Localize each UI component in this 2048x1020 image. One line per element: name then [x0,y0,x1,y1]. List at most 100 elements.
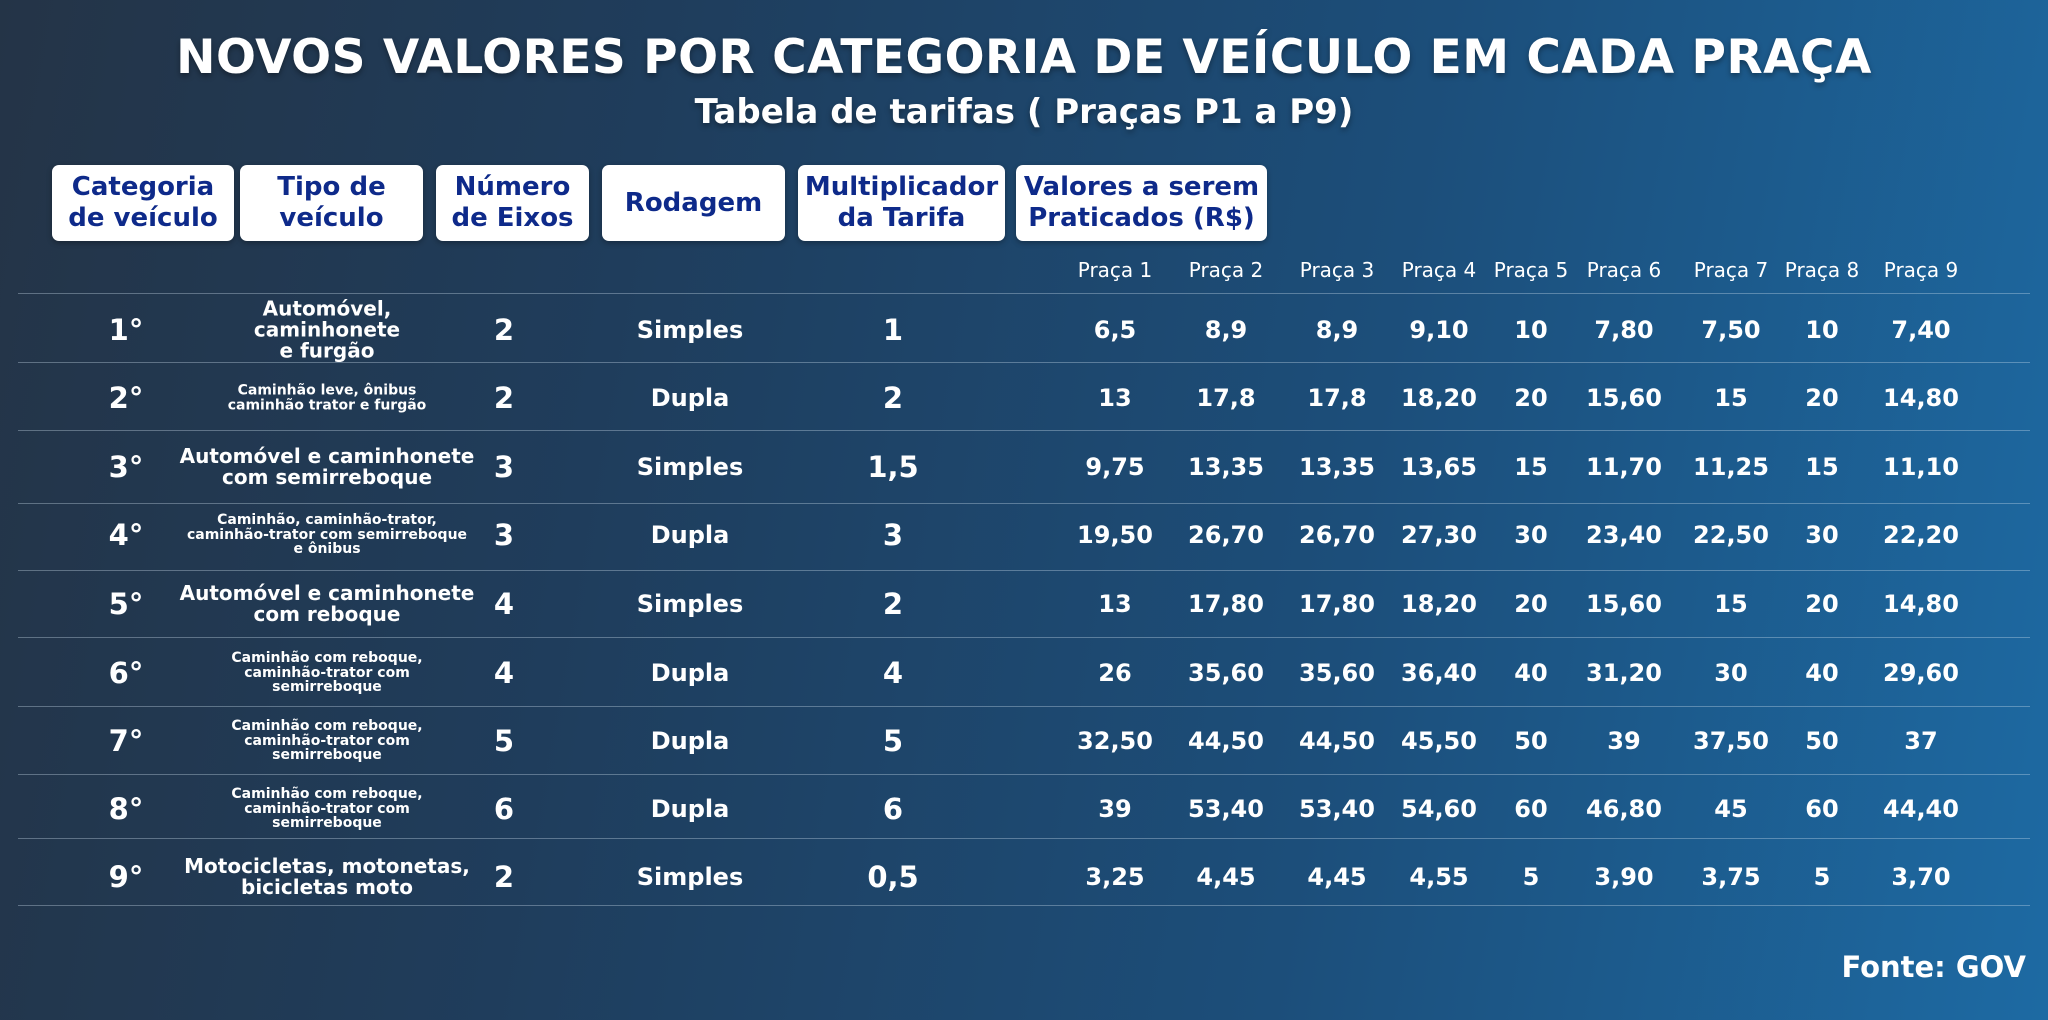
toll-value-cell: 60 [1805,795,1839,823]
toll-value-cell: 4,45 [1196,863,1256,891]
toll-value-cell: 20 [1514,590,1548,618]
multiplier-cell: 2 [882,381,904,415]
vehicle-type-cell: Caminhão leve, ônibus caminhão trator e … [227,382,427,413]
toll-value-cell: 17,80 [1188,590,1264,618]
header-eixos: Número de Eixos [436,165,589,241]
toll-value-cell: 35,60 [1299,659,1375,687]
toll-value-cell: 10 [1514,316,1548,344]
axles-cell: 3 [493,450,515,484]
category-cell: 9° [108,860,144,894]
axles-cell: 3 [493,518,515,552]
praca-header-6: Praça 6 [1586,258,1662,282]
wheelset-cell: Simples [636,453,744,481]
toll-value-cell: 53,40 [1188,795,1264,823]
row-divider [18,293,2030,294]
wheelset-cell: Dupla [650,384,730,412]
toll-value-cell: 8,9 [1204,316,1248,344]
multiplier-cell: 1,5 [867,450,919,484]
vehicle-type-cell: Automóvel e caminhonete com reboque [179,581,475,626]
toll-value-cell: 13 [1098,384,1132,412]
axles-cell: 2 [493,381,515,415]
toll-value-cell: 3,70 [1891,863,1951,891]
header-multiplicador: Multiplicador da Tarifa [798,165,1005,241]
toll-value-cell: 7,40 [1891,316,1951,344]
toll-value-cell: 14,80 [1883,590,1959,618]
toll-value-cell: 17,8 [1307,384,1367,412]
toll-value-cell: 7,50 [1701,316,1761,344]
wheelset-cell: Simples [636,590,744,618]
toll-value-cell: 13,35 [1188,453,1264,481]
category-cell: 1° [108,313,144,347]
toll-value-cell: 15,60 [1586,590,1662,618]
toll-value-cell: 5 [1813,863,1831,891]
toll-value-cell: 11,10 [1883,453,1959,481]
vehicle-type-cell: Caminhão com reboque, caminhão-trator co… [231,717,423,764]
row-divider [18,838,2030,839]
page-title: NOVOS VALORES POR CATEGORIA DE VEÍCULO E… [176,30,1872,85]
row-divider [18,905,2030,906]
toll-value-cell: 4,45 [1307,863,1367,891]
toll-value-cell: 13,35 [1299,453,1375,481]
category-cell: 2° [108,381,144,415]
toll-value-cell: 30 [1805,521,1839,549]
toll-value-cell: 60 [1514,795,1548,823]
toll-value-cell: 53,40 [1299,795,1375,823]
toll-value-cell: 40 [1514,659,1548,687]
toll-value-cell: 3,25 [1085,863,1145,891]
toll-value-cell: 3,75 [1701,863,1761,891]
toll-value-cell: 50 [1805,727,1839,755]
row-divider [18,637,2030,638]
wheelset-cell: Dupla [650,521,730,549]
toll-value-cell: 30 [1514,521,1548,549]
toll-value-cell: 50 [1514,727,1548,755]
toll-value-cell: 40 [1805,659,1839,687]
toll-value-cell: 5 [1522,863,1540,891]
wheelset-cell: Simples [636,863,744,891]
row-divider [18,362,2030,363]
toll-value-cell: 44,50 [1299,727,1375,755]
toll-value-cell: 39 [1607,727,1641,755]
toll-value-cell: 37 [1904,727,1938,755]
category-cell: 3° [108,450,144,484]
vehicle-type-cell: Automóvel e caminhonete com semirreboque [179,444,475,489]
vehicle-type-cell: Caminhão com reboque, caminhão-trator co… [231,649,423,696]
category-cell: 6° [108,656,144,690]
multiplier-cell: 6 [882,792,904,826]
multiplier-cell: 5 [882,724,904,758]
toll-value-cell: 27,30 [1401,521,1477,549]
toll-value-cell: 15 [1714,384,1748,412]
multiplier-cell: 2 [882,587,904,621]
toll-value-cell: 3,90 [1594,863,1654,891]
toll-value-cell: 20 [1514,384,1548,412]
toll-value-cell: 18,20 [1401,590,1477,618]
toll-value-cell: 23,40 [1586,521,1662,549]
praca-header-8: Praça 8 [1784,258,1860,282]
toll-value-cell: 29,60 [1883,659,1959,687]
row-divider [18,503,2030,504]
toll-value-cell: 35,60 [1188,659,1264,687]
toll-value-cell: 44,40 [1883,795,1959,823]
toll-value-cell: 44,50 [1188,727,1264,755]
toll-value-cell: 7,80 [1594,316,1654,344]
multiplier-cell: 3 [882,518,904,552]
page-subtitle: Tabela de tarifas ( Praças P1 a P9) [694,92,1354,132]
category-cell: 4° [108,518,144,552]
row-divider [18,706,2030,707]
toll-value-cell: 45 [1714,795,1748,823]
row-divider [18,430,2030,431]
toll-value-cell: 6,5 [1093,316,1137,344]
toll-value-cell: 11,25 [1693,453,1769,481]
vehicle-type-cell: Automóvel, caminhonete e furgão [253,296,401,363]
toll-value-cell: 14,80 [1883,384,1959,412]
wheelset-cell: Simples [636,316,744,344]
toll-value-cell: 20 [1805,590,1839,618]
vehicle-type-cell: Motocicletas, motonetas, bicicletas moto [184,854,470,899]
toll-value-cell: 17,80 [1299,590,1375,618]
toll-value-cell: 39 [1098,795,1132,823]
wheelset-cell: Dupla [650,795,730,823]
toll-value-cell: 20 [1805,384,1839,412]
header-rodagem: Rodagem [602,165,785,241]
praca-header-5: Praça 5 [1493,258,1569,282]
axles-cell: 4 [493,656,515,690]
toll-value-cell: 26,70 [1188,521,1264,549]
